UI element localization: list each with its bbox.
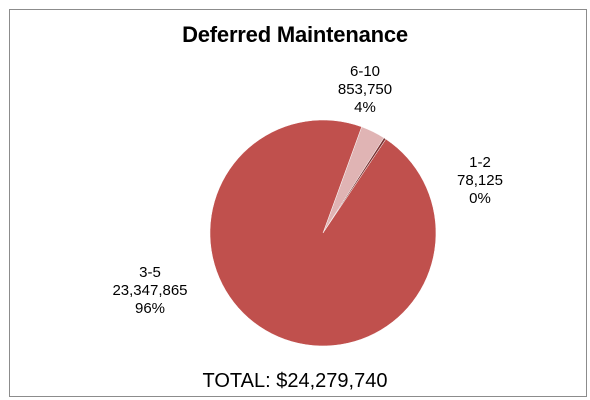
chart-title: Deferred Maintenance [182, 22, 408, 47]
slice-value: 78,125 [457, 172, 503, 189]
slice-label-1-2: 1-2 78,125 0% [440, 154, 520, 208]
slice-value: 23,347,865 [112, 282, 188, 299]
slice-value: 853,750 [337, 81, 393, 98]
slice-category: 6-10 [349, 63, 381, 80]
total-label: TOTAL: $24,279,740 [202, 370, 388, 392]
slice-category: 1-2 [469, 154, 491, 171]
pie-slice-3-5 [209, 119, 437, 347]
slice-percent: 0% [469, 190, 491, 207]
slice-category: 3-5 [139, 264, 161, 281]
slice-percent: 96% [134, 300, 166, 317]
slice-percent: 4% [354, 99, 376, 116]
slice-label-3-5: 3-5 23,347,865 96% [100, 264, 200, 318]
slice-label-6-10: 6-10 853,750 4% [325, 63, 405, 117]
